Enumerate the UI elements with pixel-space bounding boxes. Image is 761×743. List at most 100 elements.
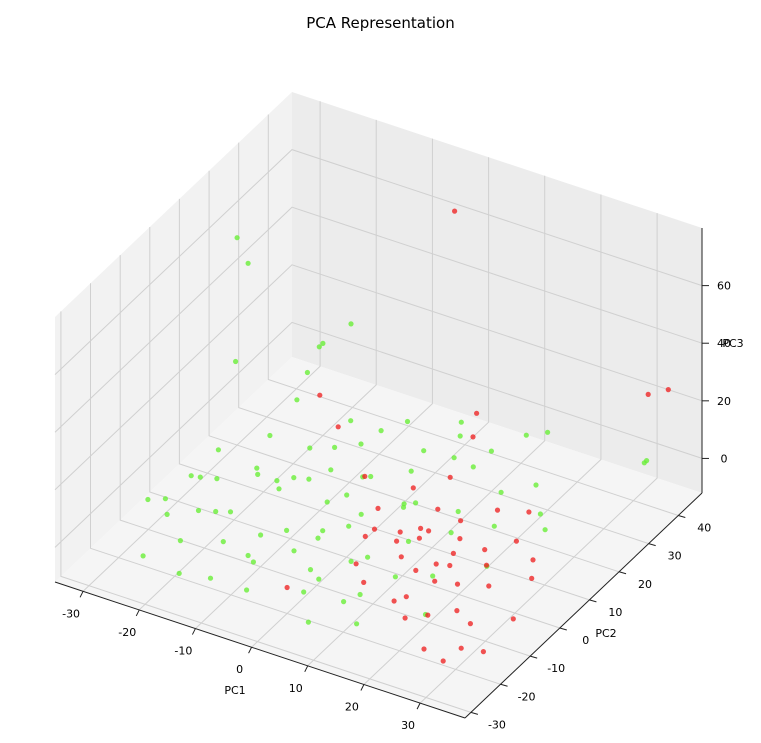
y-axis-label: PC2 — [595, 627, 616, 640]
data-point-green — [294, 397, 300, 403]
data-point-green — [245, 552, 251, 559]
data-point-red — [402, 615, 408, 621]
data-point-green — [305, 619, 311, 625]
data-point-green — [430, 573, 436, 579]
data-point-green — [267, 432, 273, 439]
y-tick-label: 0 — [582, 634, 589, 647]
data-point-green — [365, 554, 371, 560]
data-point-green — [195, 507, 202, 514]
y-tick-mark — [530, 655, 538, 659]
data-point-red — [317, 392, 323, 398]
y-tick-label: 10 — [608, 606, 622, 619]
x-tick-label: -10 — [174, 645, 192, 658]
data-point-green — [523, 432, 529, 438]
data-point-red — [645, 391, 651, 397]
data-point-green — [421, 448, 427, 454]
data-point-green — [215, 447, 221, 453]
data-point-red — [526, 509, 532, 515]
grid-line-y — [267, 114, 679, 516]
data-point-red — [450, 550, 456, 557]
data-point-green — [341, 599, 347, 605]
data-point-green — [498, 489, 504, 495]
data-point-red — [467, 621, 473, 627]
y-tick-label: -30 — [488, 718, 506, 731]
grid-line-x — [251, 157, 490, 648]
x-tick-label: -30 — [62, 607, 80, 620]
data-point-green — [307, 567, 314, 573]
data-point-green — [316, 576, 322, 582]
data-point-green — [250, 559, 256, 565]
data-point-green — [254, 465, 260, 471]
data-point-green — [162, 496, 168, 502]
data-point-green — [451, 455, 457, 461]
data-point-red — [458, 645, 464, 651]
data-point-red — [375, 505, 381, 511]
y-tick-label: 40 — [697, 522, 711, 535]
y-tick-label: -20 — [518, 690, 536, 703]
data-point-red — [447, 474, 453, 480]
x-tick-label: 10 — [289, 682, 303, 695]
data-point-red — [335, 424, 341, 430]
data-point-green — [378, 428, 384, 434]
x-tick-mark — [135, 609, 140, 617]
data-point-red — [457, 536, 463, 542]
data-point-green — [545, 429, 551, 435]
data-point-red — [470, 434, 476, 440]
data-point-red — [425, 612, 431, 618]
data-point-red — [426, 528, 432, 534]
data-point-green — [291, 548, 297, 554]
data-point-green — [348, 558, 354, 565]
data-point-red — [362, 533, 368, 540]
data-point-green — [234, 235, 240, 241]
x-axis-line — [54, 581, 466, 719]
data-point-red — [454, 608, 460, 614]
data-point-red — [361, 579, 367, 586]
grid-line-y — [149, 227, 560, 629]
data-point-red — [421, 646, 427, 652]
data-point-red — [440, 658, 446, 664]
x-tick-label: -20 — [118, 626, 136, 639]
data-point-red — [410, 485, 416, 491]
data-point-green — [413, 500, 419, 506]
data-point-red — [362, 473, 368, 479]
data-point-green — [320, 528, 326, 534]
data-points — [140, 208, 671, 664]
data-point-red — [432, 578, 438, 584]
data-point-green — [315, 535, 321, 541]
data-point-green — [255, 471, 261, 477]
y-tick-mark — [589, 599, 597, 603]
grid-line-x — [419, 213, 658, 704]
grid-lines — [54, 101, 703, 713]
grid-line-x — [138, 119, 377, 611]
grid-line-y — [119, 255, 531, 657]
data-point-red — [530, 557, 536, 563]
data-point-red — [454, 581, 461, 587]
y-tick-label: -10 — [547, 662, 565, 675]
y-tick-mark — [500, 683, 508, 687]
grid-line-z — [54, 321, 703, 548]
data-point-green — [392, 574, 398, 580]
grid-line-x — [363, 194, 602, 685]
data-point-green — [301, 589, 307, 595]
axis-labels: PC1 PC2 PC3 — [224, 337, 743, 697]
data-point-red — [371, 526, 378, 532]
data-point-green — [304, 369, 310, 376]
data-point-green — [316, 344, 322, 350]
data-point-green — [176, 570, 182, 577]
data-point-green — [408, 468, 414, 474]
data-point-green — [448, 530, 454, 536]
y-tick-mark — [559, 627, 567, 631]
data-point-green — [537, 511, 544, 517]
data-point-green — [227, 509, 234, 515]
data-point-red — [435, 506, 441, 512]
data-point-red — [529, 575, 535, 582]
y-tick-mark — [678, 515, 686, 518]
data-point-green — [177, 538, 183, 544]
data-point-red — [474, 410, 480, 416]
grid-line-z — [54, 149, 703, 375]
data-point-green — [274, 478, 280, 484]
data-point-green — [344, 492, 350, 498]
data-point-green — [207, 575, 214, 581]
x-tick-mark — [248, 646, 253, 654]
data-point-red — [480, 649, 486, 655]
